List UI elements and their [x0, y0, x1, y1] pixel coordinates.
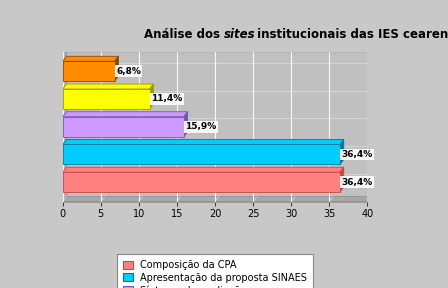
Polygon shape	[184, 112, 188, 137]
Bar	[63, 61, 115, 81]
Polygon shape	[63, 197, 371, 202]
Polygon shape	[63, 47, 67, 202]
Polygon shape	[63, 84, 153, 89]
Polygon shape	[63, 139, 344, 145]
Bar	[63, 117, 184, 137]
Bar	[63, 89, 150, 109]
Polygon shape	[63, 47, 371, 52]
Polygon shape	[115, 56, 118, 81]
Polygon shape	[150, 84, 153, 109]
Text: sites: sites	[224, 28, 256, 41]
Bar	[63, 145, 340, 164]
Polygon shape	[63, 112, 188, 117]
Text: 15,9%: 15,9%	[185, 122, 216, 131]
Polygon shape	[340, 139, 344, 164]
Text: institucionais das IES cearenses: institucionais das IES cearenses	[253, 28, 448, 41]
Text: 36,4%: 36,4%	[341, 178, 373, 187]
Text: Análise dos: Análise dos	[144, 28, 224, 41]
Text: 6,8%: 6,8%	[116, 67, 141, 76]
Text: 11,4%: 11,4%	[151, 94, 182, 103]
Text: 36,4%: 36,4%	[341, 150, 373, 159]
Polygon shape	[340, 167, 344, 192]
Polygon shape	[63, 167, 344, 172]
Bar	[63, 172, 340, 192]
Legend: Composição da CPA, Apresentação da proposta SINAES, Sínteses de avaliações, Proj: Composição da CPA, Apresentação da propo…	[117, 254, 313, 288]
Polygon shape	[63, 56, 118, 61]
